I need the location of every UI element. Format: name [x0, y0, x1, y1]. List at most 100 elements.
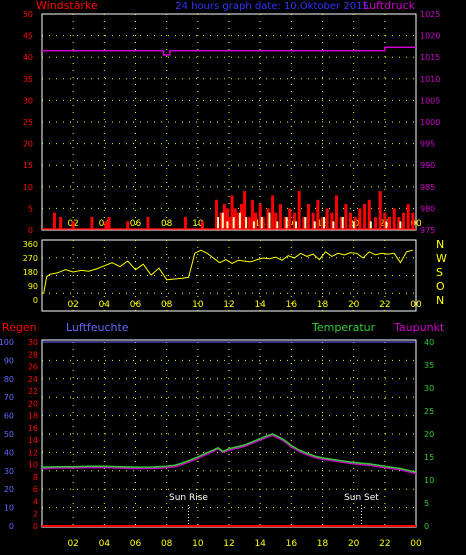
x-tick-label: 06: [130, 219, 142, 229]
wind-bar: [146, 217, 150, 229]
rain-y-tick-label: 0: [33, 522, 38, 531]
gust-bar: [341, 217, 344, 229]
rain-y-tick-label: 16: [28, 424, 38, 433]
rain-y-tick-label: 20: [28, 399, 38, 408]
wind-bar: [292, 212, 296, 229]
wind-bar: [283, 217, 287, 229]
wind-bar: [247, 217, 251, 229]
temperature-y-tick-label: 20: [424, 430, 434, 439]
wind-bar: [302, 217, 306, 229]
humidity-y-tick-label: 20: [4, 485, 14, 494]
x-tick-label: 10: [192, 219, 204, 229]
wind-y-tick-label: 50: [23, 10, 33, 19]
x-tick-label: 14: [254, 539, 266, 549]
temperature-y-tick-label: 10: [424, 476, 434, 485]
humidity-y-tick-label: 70: [4, 393, 14, 402]
dewpoint-line: [41, 434, 417, 475]
wind-y-tick-label: 35: [23, 75, 33, 84]
x-tick-label: 18: [317, 539, 329, 549]
humidity-y-tick-label: 100: [0, 338, 14, 347]
pressure-y-tick-label: 985: [420, 183, 435, 192]
gust-bar: [245, 217, 248, 229]
wind-bar: [392, 208, 396, 229]
wind-bar: [325, 208, 329, 229]
rain-y-tick-label: 30: [28, 338, 38, 347]
wind-bar: [330, 212, 334, 229]
gust-bar: [238, 212, 241, 229]
wind-y-tick-label: 25: [23, 118, 33, 127]
wind-bar: [339, 217, 343, 229]
gust-bar: [332, 221, 335, 229]
legend-dewpoint: Taupunkt: [393, 321, 445, 334]
gust-bar: [226, 221, 229, 229]
wind-bar: [353, 217, 357, 229]
wind-bar: [335, 195, 339, 229]
wind-bar: [321, 217, 324, 229]
wind-y-tick-label: 10: [23, 183, 33, 192]
pressure-y-tick-label: 1015: [420, 53, 440, 62]
x-tick-label: 00: [410, 539, 422, 549]
wind-y-tick-label: 15: [23, 161, 33, 170]
gust-bar: [252, 221, 255, 229]
gust-bar: [323, 217, 326, 229]
gust-bar: [268, 212, 271, 229]
temperature-y-tick-label: 0: [424, 522, 429, 531]
x-tick-label: 16: [286, 300, 298, 310]
humidity-y-tick-label: 30: [4, 467, 14, 476]
humidity-y-tick-label: 80: [4, 375, 14, 384]
direction-line: [43, 249, 414, 294]
x-tick-label: 02: [67, 539, 78, 549]
wind-bar: [402, 212, 406, 229]
pressure-line: [42, 46, 416, 56]
wind-bar: [411, 212, 415, 229]
wind-bar: [344, 204, 348, 229]
compass-label: N: [436, 238, 444, 251]
rain-y-tick-label: 10: [28, 461, 38, 470]
pressure-y-tick-label: 995: [420, 140, 435, 149]
x-tick-label: 20: [348, 300, 360, 310]
wind-bar: [363, 204, 367, 229]
direction-y-tick-label: 90: [28, 282, 38, 291]
rain-y-tick-label: 8: [33, 473, 38, 482]
compass-label: W: [436, 252, 447, 265]
wind-bar: [311, 212, 315, 229]
wind-bar: [104, 221, 108, 229]
wind-bar: [90, 217, 94, 229]
wind-y-tick-label: 40: [23, 53, 33, 62]
wind-bar: [239, 204, 243, 229]
chart-title: 24 hours graph date: 10.Oktober 2015: [175, 1, 369, 12]
x-tick-label: 04: [99, 539, 111, 549]
humidity-y-tick-label: 10: [4, 504, 14, 513]
x-tick-label: 08: [161, 300, 173, 310]
wind-bar: [243, 191, 247, 229]
wind-bar: [236, 212, 240, 229]
direction-y-tick-label: 180: [23, 268, 38, 277]
x-tick-label: 16: [286, 219, 298, 229]
x-tick-label: 22: [379, 539, 390, 549]
wind-bar: [233, 208, 237, 229]
temperature-y-tick-label: 25: [424, 407, 434, 416]
humidity-y-tick-label: 60: [4, 412, 14, 421]
x-tick-label: 22: [379, 300, 390, 310]
wind-bar: [367, 199, 371, 229]
wind-bar: [383, 212, 387, 229]
rain-y-tick-label: 24: [28, 375, 38, 384]
gust-bar: [399, 221, 402, 229]
gust-bar: [295, 221, 298, 229]
x-tick-label: 14: [254, 300, 266, 310]
humidity-y-tick-label: 0: [9, 522, 14, 531]
wind-bar: [349, 212, 353, 229]
x-tick-label: 10: [192, 300, 204, 310]
legend-temperature: Temperatur: [311, 321, 376, 334]
compass-label: S: [436, 266, 443, 279]
wind-y-tick-label: 0: [28, 226, 33, 235]
wind-y-tick-label: 20: [23, 140, 33, 149]
direction-y-tick-label: 360: [23, 240, 38, 249]
x-tick-label: 08: [161, 219, 173, 229]
compass-label: O: [436, 280, 445, 293]
humidity-y-tick-label: 90: [4, 356, 14, 365]
pressure-y-tick-label: 1000: [420, 118, 440, 127]
wind-bar: [261, 217, 265, 229]
pressure-axis-title: Luftdruck: [363, 0, 415, 12]
wind-bar: [222, 204, 226, 229]
